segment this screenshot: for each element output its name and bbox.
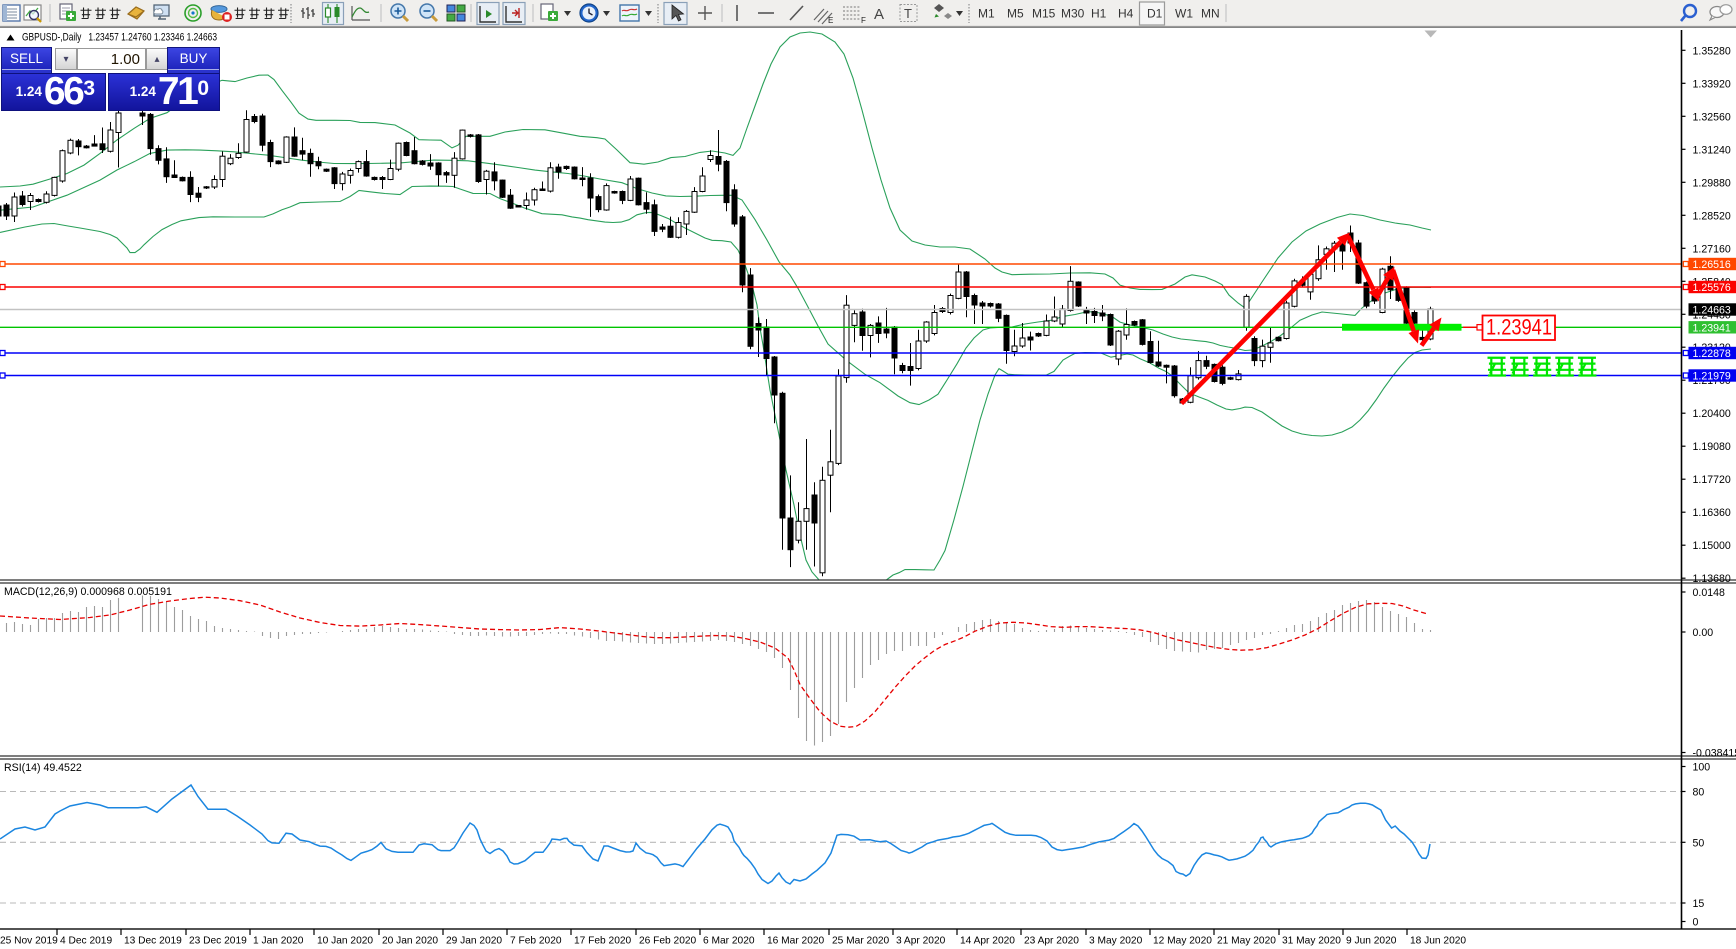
svg-text:MN: MN bbox=[1201, 7, 1220, 21]
svg-text:M30: M30 bbox=[1061, 7, 1085, 21]
svg-text:0: 0 bbox=[1693, 917, 1699, 929]
svg-text:1.25576: 1.25576 bbox=[1693, 282, 1731, 294]
svg-text:1.16360: 1.16360 bbox=[1693, 507, 1731, 519]
svg-text:100: 100 bbox=[1693, 762, 1711, 774]
svg-text:21 May 2020: 21 May 2020 bbox=[1217, 936, 1276, 947]
svg-text:50: 50 bbox=[1693, 837, 1705, 849]
svg-text:10 Jan 2020: 10 Jan 2020 bbox=[317, 936, 373, 947]
svg-text:M15: M15 bbox=[1032, 7, 1056, 21]
svg-text:3 May 2020: 3 May 2020 bbox=[1089, 936, 1143, 947]
svg-text:RSI(14) 49.4522: RSI(14) 49.4522 bbox=[4, 762, 82, 774]
svg-text:1.28520: 1.28520 bbox=[1693, 210, 1731, 222]
svg-text:1.23941: 1.23941 bbox=[1693, 323, 1731, 335]
svg-text:26 Feb 2020: 26 Feb 2020 bbox=[639, 936, 697, 947]
svg-text:MACD(12,26,9) 0.000968 0.00519: MACD(12,26,9) 0.000968 0.005191 bbox=[4, 586, 172, 598]
svg-text:1.13680: 1.13680 bbox=[1693, 573, 1731, 585]
svg-text:1.23941: 1.23941 bbox=[1486, 315, 1552, 340]
svg-text:1.29880: 1.29880 bbox=[1693, 177, 1731, 189]
svg-text:M1: M1 bbox=[978, 7, 995, 21]
svg-text:A: A bbox=[874, 6, 884, 23]
svg-text:1.31240: 1.31240 bbox=[1693, 144, 1731, 156]
svg-text:1 Jan 2020: 1 Jan 2020 bbox=[253, 936, 304, 947]
svg-text:E: E bbox=[828, 16, 833, 25]
svg-text:1.22878: 1.22878 bbox=[1693, 348, 1731, 360]
svg-text:0.0148: 0.0148 bbox=[1693, 587, 1726, 599]
svg-text:12 May 2020: 12 May 2020 bbox=[1153, 936, 1212, 947]
svg-text:F: F bbox=[861, 16, 866, 25]
svg-text:14 Apr 2020: 14 Apr 2020 bbox=[960, 936, 1015, 947]
svg-text:17 Feb 2020: 17 Feb 2020 bbox=[574, 936, 632, 947]
svg-text:18 Jun 2020: 18 Jun 2020 bbox=[1410, 936, 1466, 947]
svg-text:29 Jan 2020: 29 Jan 2020 bbox=[446, 936, 502, 947]
svg-text:15: 15 bbox=[1693, 898, 1705, 910]
svg-text:0.00: 0.00 bbox=[1693, 627, 1714, 639]
svg-text:1.19080: 1.19080 bbox=[1693, 441, 1731, 453]
svg-text:23 Apr 2020: 23 Apr 2020 bbox=[1024, 936, 1079, 947]
svg-text:1.35280: 1.35280 bbox=[1693, 45, 1731, 57]
svg-text:D1: D1 bbox=[1147, 7, 1163, 21]
svg-text:1.24663: 1.24663 bbox=[1693, 305, 1731, 317]
svg-text:80: 80 bbox=[1693, 787, 1705, 799]
svg-text:6 Mar 2020: 6 Mar 2020 bbox=[703, 936, 755, 947]
svg-text:3 Apr 2020: 3 Apr 2020 bbox=[896, 936, 946, 947]
svg-text:-0.038415: -0.038415 bbox=[1693, 748, 1736, 760]
svg-text:M5: M5 bbox=[1007, 7, 1024, 21]
svg-text:1.33920: 1.33920 bbox=[1693, 78, 1731, 90]
svg-text:1.26516: 1.26516 bbox=[1693, 259, 1731, 271]
svg-text:H1: H1 bbox=[1091, 7, 1107, 21]
svg-text:13 Dec 2019: 13 Dec 2019 bbox=[124, 936, 182, 947]
svg-text:H4: H4 bbox=[1118, 7, 1134, 21]
svg-text:31 May 2020: 31 May 2020 bbox=[1282, 936, 1341, 947]
svg-text:1.20400: 1.20400 bbox=[1693, 408, 1731, 420]
svg-text:7 Feb 2020: 7 Feb 2020 bbox=[510, 936, 562, 947]
svg-text:20 Jan 2020: 20 Jan 2020 bbox=[382, 936, 438, 947]
svg-text:16 Mar 2020: 16 Mar 2020 bbox=[767, 936, 825, 947]
svg-text:1.15000: 1.15000 bbox=[1693, 540, 1731, 552]
svg-text:25 Nov 2019: 25 Nov 2019 bbox=[0, 936, 58, 947]
svg-text:T: T bbox=[904, 6, 912, 21]
svg-text:23 Dec 2019: 23 Dec 2019 bbox=[189, 936, 247, 947]
svg-text:1.27160: 1.27160 bbox=[1693, 243, 1731, 255]
svg-text:1.32560: 1.32560 bbox=[1693, 111, 1731, 123]
svg-text:1.17720: 1.17720 bbox=[1693, 474, 1731, 486]
svg-text:9 Jun 2020: 9 Jun 2020 bbox=[1346, 936, 1397, 947]
svg-text:25 Mar 2020: 25 Mar 2020 bbox=[832, 936, 890, 947]
svg-text:GBPUSD-,Daily 1.23457 1.2476: GBPUSD-,Daily 1.23457 1.24760 1.23346 1.… bbox=[22, 32, 217, 44]
svg-text:1.21979: 1.21979 bbox=[1693, 371, 1731, 383]
svg-text:4 Dec 2019: 4 Dec 2019 bbox=[60, 936, 112, 947]
svg-text:W1: W1 bbox=[1175, 7, 1193, 21]
